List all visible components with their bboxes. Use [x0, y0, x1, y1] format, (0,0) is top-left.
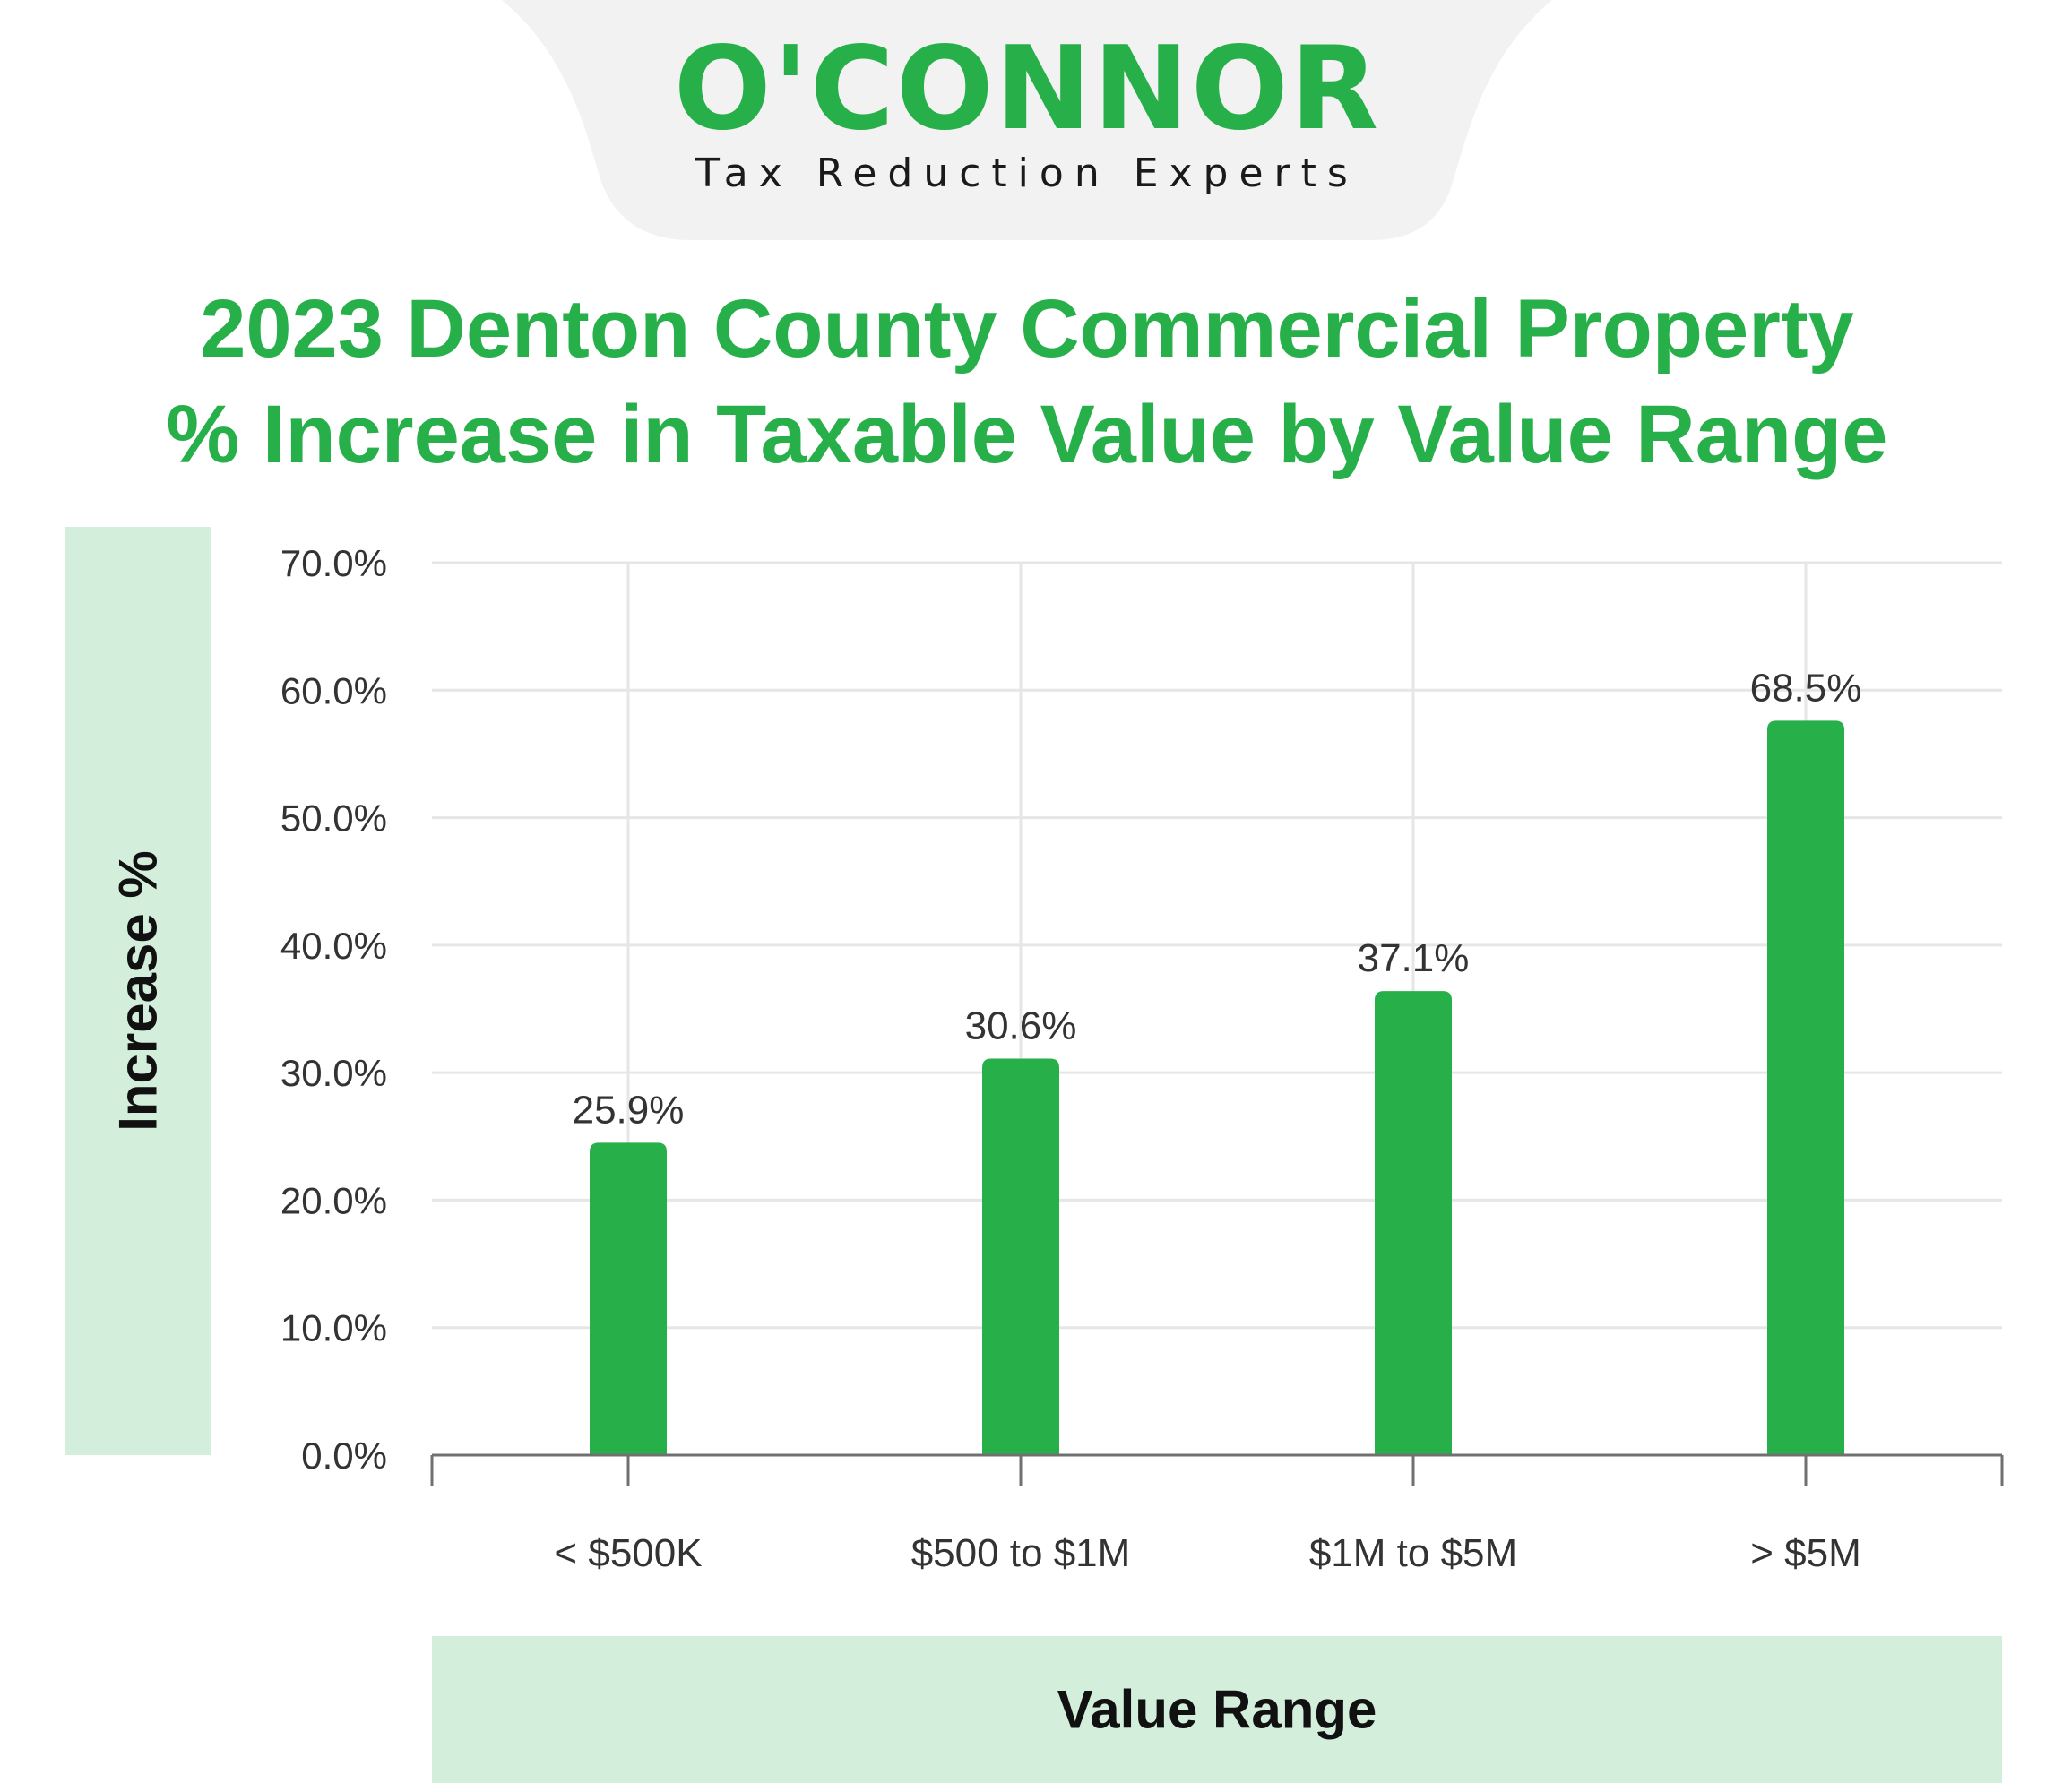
bar [1767, 720, 1844, 1455]
brand-logo: O'CONNOR [673, 22, 1381, 156]
data-label: 25.9% [573, 1088, 685, 1132]
y-tick-label: 60.0% [280, 669, 387, 711]
y-tick-label: 10.0% [280, 1307, 387, 1349]
y-tick-label: 0.0% [301, 1434, 387, 1477]
y-tick-label: 20.0% [280, 1179, 387, 1221]
x-axis [430, 1453, 2004, 1486]
x-tick-label: $500 to $1M [911, 1531, 1131, 1575]
y-tick-label: 70.0% [280, 542, 387, 584]
x-tick-label: $1M to $5M [1309, 1531, 1517, 1575]
bar [590, 1142, 667, 1455]
x-tick-label: < $500K [554, 1531, 702, 1575]
chart-subtitle: % Increase in Taxable Value by Value Ran… [166, 389, 1888, 480]
data-label: 30.6% [965, 1004, 1077, 1047]
x-axis-label-band: Value Range [432, 1636, 2002, 1783]
x-axis-label: Value Range [1057, 1679, 1377, 1740]
brand-tagline: Tax Reduction Experts [695, 151, 1359, 196]
chart-labels: 0.0% 10.0% 20.0% 30.0% 40.0% 50.0% 60.0% 70.0% 2… [280, 542, 1861, 1575]
x-tick-label: > $5M [1750, 1531, 1861, 1575]
y-axis-label-band [65, 527, 211, 1455]
bars [590, 720, 1844, 1455]
chart-title: 2023 Denton County Commercial Property [200, 283, 1854, 375]
y-tick-label: 50.0% [280, 797, 387, 840]
y-tick-label: 30.0% [280, 1052, 387, 1094]
data-label: 37.1% [1358, 936, 1470, 980]
y-tick-label: 40.0% [280, 925, 387, 967]
header-background [502, 0, 1552, 240]
bar [1375, 991, 1452, 1455]
bar [982, 1058, 1059, 1455]
data-label: 68.5% [1750, 666, 1862, 710]
